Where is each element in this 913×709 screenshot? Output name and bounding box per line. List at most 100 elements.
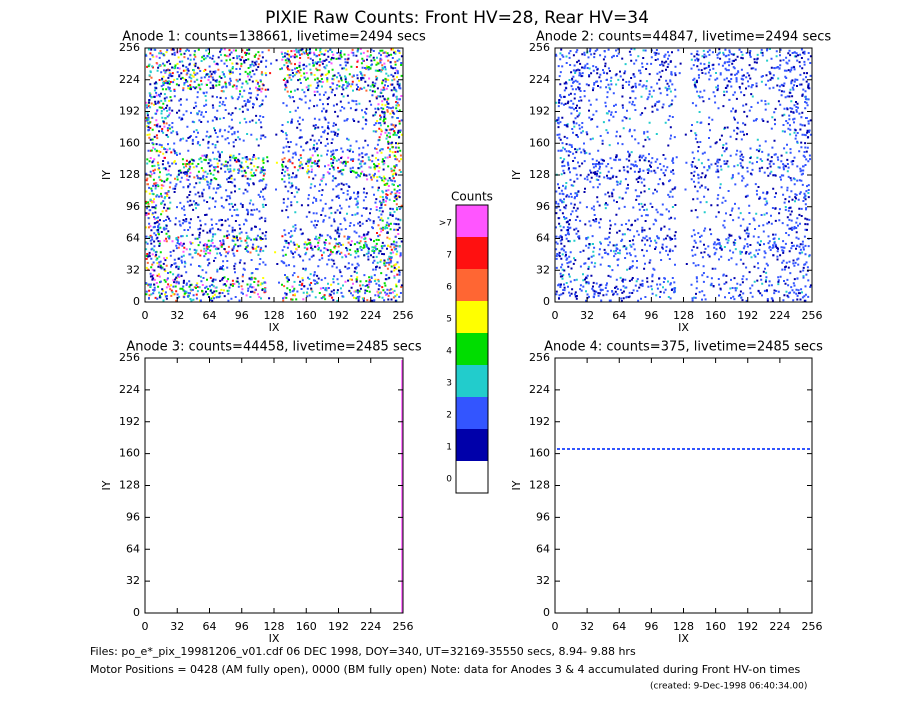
- y-tick-label: 128: [119, 168, 140, 181]
- y-tick-label: 32: [126, 574, 140, 587]
- colorbar-swatch: [456, 429, 488, 461]
- y-tick-label: 224: [119, 383, 140, 396]
- footer-motor: Motor Positions = 0428 (AM fully open), …: [90, 663, 800, 676]
- x-tick-label: 0: [552, 309, 559, 322]
- y-tick-label: 32: [126, 263, 140, 276]
- y-tick-label: 256: [119, 41, 140, 54]
- x-tick-label: 256: [393, 309, 414, 322]
- x-tick-label: 192: [737, 309, 758, 322]
- x-tick-label: 192: [328, 620, 349, 633]
- y-tick-label: 256: [529, 41, 550, 54]
- y-tick-label: 192: [119, 105, 140, 118]
- x-tick-label: 160: [705, 620, 726, 633]
- y-tick-label: 0: [543, 295, 550, 308]
- y-tick-label: 256: [529, 351, 550, 364]
- x-axis-label: IX: [678, 632, 689, 645]
- plot-frame: [554, 357, 813, 614]
- pixel-texture: [145, 48, 403, 302]
- x-tick-label: 160: [705, 309, 726, 322]
- y-tick-label: 192: [529, 105, 550, 118]
- colorbar-swatch: [456, 269, 488, 301]
- y-tick-label: 0: [133, 295, 140, 308]
- colorbar-label: 2: [446, 411, 452, 421]
- pixel-texture: [555, 48, 812, 302]
- y-tick-label: 32: [536, 263, 550, 276]
- x-tick-label: 96: [235, 309, 249, 322]
- colorbar-swatch: [456, 237, 488, 269]
- y-tick-label: 64: [126, 232, 140, 245]
- colorbar-label: 3: [446, 379, 452, 389]
- y-axis-label: IY: [100, 170, 113, 180]
- x-tick-label: 96: [644, 309, 658, 322]
- y-axis-label: IY: [100, 480, 113, 490]
- pixel-texture: [145, 48, 403, 302]
- colorbar-label: 7: [446, 251, 452, 261]
- x-tick-label: 256: [802, 620, 823, 633]
- x-tick-label: 256: [393, 620, 414, 633]
- x-tick-label: 96: [235, 620, 249, 633]
- colorbar-label: 5: [446, 315, 452, 325]
- x-tick-label: 256: [802, 309, 823, 322]
- colorbar-label: 0: [446, 475, 452, 485]
- y-tick-label: 32: [536, 574, 550, 587]
- y-axis-label: IY: [510, 480, 523, 490]
- x-tick-label: 128: [264, 620, 285, 633]
- x-tick-label: 224: [769, 620, 790, 633]
- panel-title: Anode 4: counts=375, livetime=2485 secs: [544, 340, 823, 355]
- colorbar-swatch: [456, 365, 488, 397]
- y-tick-label: 192: [119, 415, 140, 428]
- x-tick-label: 224: [360, 620, 381, 633]
- y-tick-label: 0: [133, 606, 140, 619]
- y-tick-label: 96: [126, 510, 140, 523]
- colorbar-label: >7: [439, 219, 452, 229]
- x-tick-label: 128: [673, 620, 694, 633]
- y-tick-label: 128: [529, 479, 550, 492]
- x-tick-label: 224: [769, 309, 790, 322]
- colorbar-swatch: [456, 397, 488, 429]
- x-tick-label: 128: [673, 309, 694, 322]
- x-tick-label: 32: [170, 620, 184, 633]
- x-tick-label: 64: [203, 309, 217, 322]
- x-tick-label: 32: [170, 309, 184, 322]
- y-tick-label: 160: [529, 447, 550, 460]
- pixel-texture: [555, 48, 812, 302]
- panel-title: Anode 3: counts=44458, livetime=2485 sec…: [126, 340, 422, 355]
- colorbar-label: 6: [446, 283, 452, 293]
- y-tick-label: 64: [536, 542, 550, 555]
- colorbar-frame: [455, 204, 489, 494]
- y-tick-label: 96: [536, 510, 550, 523]
- x-axis-label: IX: [269, 321, 280, 334]
- x-tick-label: 96: [644, 620, 658, 633]
- y-tick-label: 96: [536, 200, 550, 213]
- figure-title: PIXIE Raw Counts: Front HV=28, Rear HV=3…: [265, 8, 649, 28]
- x-tick-label: 64: [612, 309, 626, 322]
- y-tick-label: 256: [119, 351, 140, 364]
- y-tick-label: 192: [529, 415, 550, 428]
- panel-title: Anode 1: counts=138661, livetime=2494 se…: [122, 30, 426, 45]
- y-tick-label: 64: [536, 232, 550, 245]
- x-tick-label: 160: [296, 620, 317, 633]
- y-tick-label: 224: [529, 383, 550, 396]
- colorbar-swatch: [456, 333, 488, 365]
- y-tick-label: 224: [529, 73, 550, 86]
- x-tick-label: 32: [580, 309, 594, 322]
- y-tick-label: 224: [119, 73, 140, 86]
- x-tick-label: 192: [737, 620, 758, 633]
- x-tick-label: 32: [580, 620, 594, 633]
- y-tick-label: 64: [126, 542, 140, 555]
- x-tick-label: 0: [142, 309, 149, 322]
- plot-frame: [144, 357, 404, 614]
- x-tick-label: 64: [612, 620, 626, 633]
- pixel-texture: [145, 48, 401, 301]
- x-tick-label: 0: [552, 620, 559, 633]
- x-tick-label: 0: [142, 620, 149, 633]
- colorbar-swatch: [456, 301, 488, 333]
- x-axis-label: IX: [678, 321, 689, 334]
- x-tick-label: 64: [203, 620, 217, 633]
- x-tick-label: 160: [296, 309, 317, 322]
- y-tick-label: 128: [119, 479, 140, 492]
- y-tick-label: 160: [119, 447, 140, 460]
- footer-created: (created: 9-Dec-1998 06:40:34.00): [650, 682, 807, 692]
- x-axis-label: IX: [269, 632, 280, 645]
